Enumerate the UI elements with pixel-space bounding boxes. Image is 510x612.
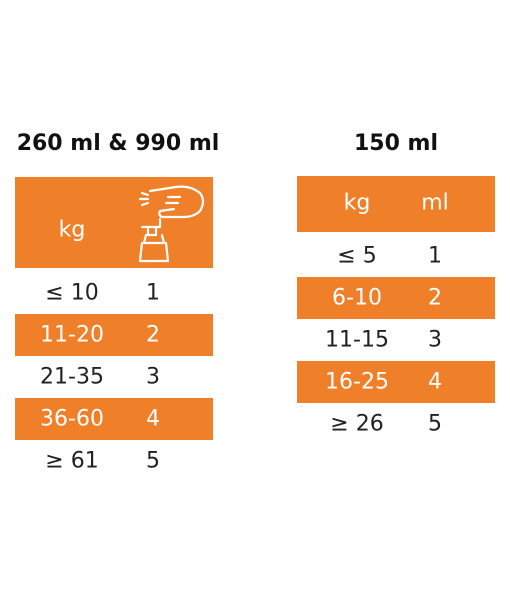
- table-cell: 6-10: [332, 285, 382, 311]
- table-cell: 36-60: [40, 406, 104, 432]
- table-cell: ≤ 10: [45, 280, 99, 306]
- table-cell: 4: [428, 369, 442, 395]
- table-cell: 3: [146, 364, 160, 390]
- row-band: [297, 361, 495, 403]
- table-cell: 11-15: [325, 327, 389, 353]
- pump-hand-icon: [138, 185, 205, 263]
- left-title: 260 ml & 990 ml: [16, 131, 220, 156]
- table-cell: 5: [428, 411, 442, 437]
- header-cell: kg: [343, 190, 371, 216]
- table-cell: ≥ 26: [330, 411, 384, 437]
- table-cell: 1: [428, 243, 442, 269]
- table-cell: 16-25: [325, 369, 389, 395]
- table-cell: 1: [146, 280, 160, 306]
- table-cell: ≤ 5: [337, 243, 377, 269]
- table-cell: 21-35: [40, 364, 104, 390]
- table-cell: 2: [428, 285, 442, 311]
- row-band: [15, 314, 213, 356]
- table-cell: 3: [428, 327, 442, 353]
- table-cell: 5: [146, 448, 160, 474]
- table-cell: 11-20: [40, 322, 104, 348]
- left-header: [15, 177, 213, 268]
- right-title: 150 ml: [353, 131, 439, 156]
- header-cell: ml: [421, 190, 449, 216]
- row-band: [15, 398, 213, 440]
- row-band: [297, 277, 495, 319]
- table-cell: 2: [146, 322, 160, 348]
- table-cell: ≥ 61: [45, 448, 99, 474]
- table-cell: 4: [146, 406, 160, 432]
- header-cell: kg: [58, 217, 86, 243]
- right-header: [297, 176, 495, 232]
